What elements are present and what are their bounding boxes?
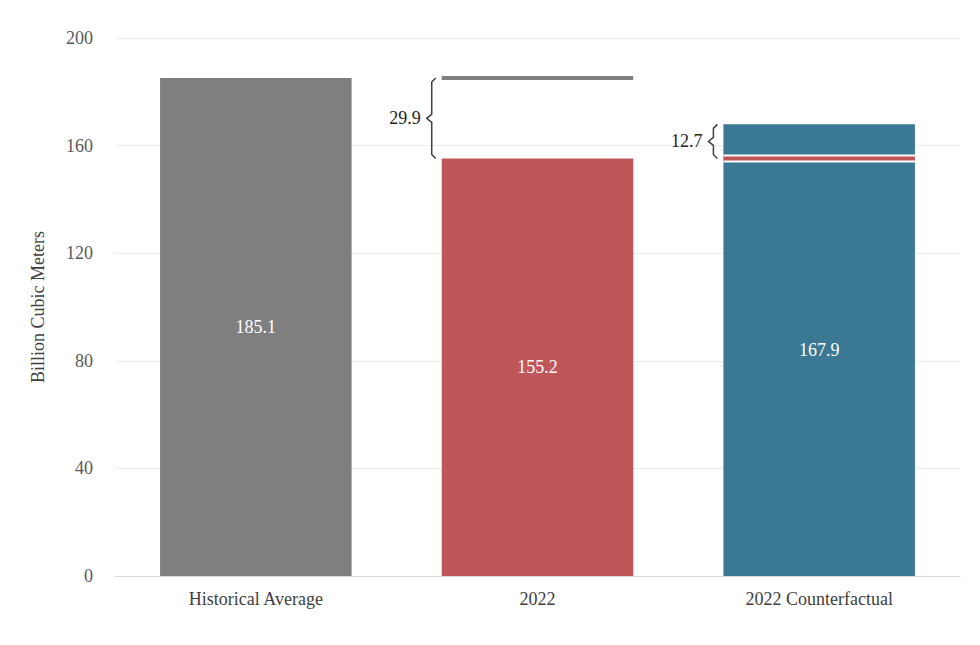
svg-text:160: 160 xyxy=(66,136,93,156)
svg-text:2022: 2022 xyxy=(520,589,556,609)
svg-text:167.9: 167.9 xyxy=(799,340,840,360)
svg-text:2022 Counterfactual: 2022 Counterfactual xyxy=(745,589,892,609)
svg-text:155.2: 155.2 xyxy=(517,357,558,377)
svg-text:40: 40 xyxy=(75,458,93,478)
svg-text:185.1: 185.1 xyxy=(236,317,277,337)
svg-text:Historical Average: Historical Average xyxy=(189,589,323,609)
svg-text:120: 120 xyxy=(66,243,93,263)
svg-text:80: 80 xyxy=(75,351,93,371)
svg-text:29.9: 29.9 xyxy=(389,108,421,128)
svg-text:200: 200 xyxy=(66,28,93,48)
svg-text:0: 0 xyxy=(84,566,93,586)
svg-text:Billion Cubic Meters: Billion Cubic Meters xyxy=(28,231,48,383)
svg-text:12.7: 12.7 xyxy=(671,131,703,151)
